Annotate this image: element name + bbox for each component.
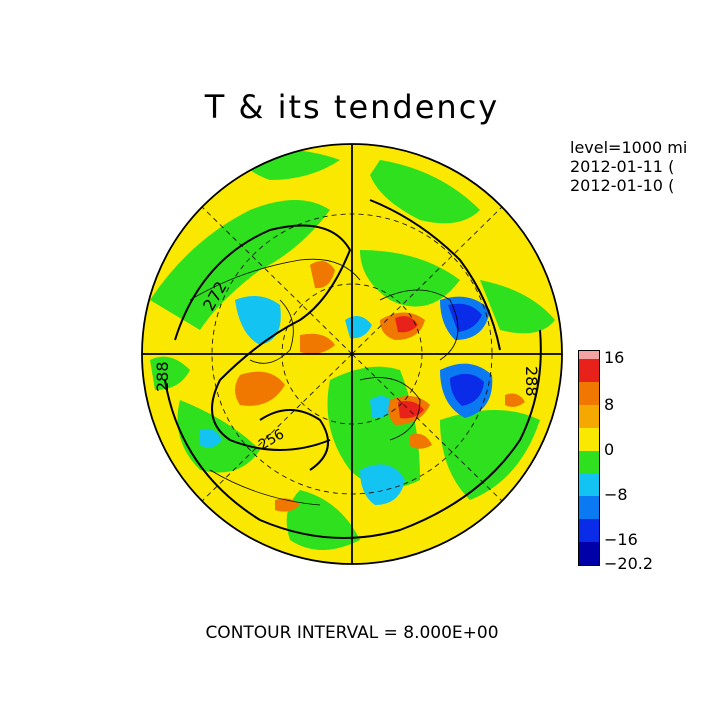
colorbar-segment (579, 450, 599, 474)
colorbar (578, 350, 600, 566)
contour-label: 288 (153, 361, 172, 392)
contour-interval-label: CONTOUR INTERVAL = 8.000E+00 (205, 623, 499, 643)
colorbar-segment (579, 496, 599, 520)
colorbar-segment (579, 427, 599, 451)
colorbar-label: −20.2 (604, 554, 654, 573)
colorbar-segment (579, 473, 599, 497)
time-label-2: 2012-01-10 ( (570, 176, 675, 195)
level-label: level=1000 mi (570, 138, 688, 157)
metadata-block: level=1000 mi 2012-01-11 ( 2012-01-10 ( (570, 138, 687, 195)
chart-title: T & its tendency (204, 88, 500, 126)
colorbar-segment (579, 404, 599, 428)
colorbar-segment (579, 542, 599, 565)
colorbar-segment (579, 359, 599, 382)
time-label-1: 2012-01-11 ( (570, 157, 675, 176)
colorbar-label: −16 (604, 530, 638, 549)
colorbar-label: −8 (604, 485, 628, 504)
colorbar-segment (579, 351, 599, 359)
colorbar-segment (579, 519, 599, 543)
colorbar-label: 8 (604, 395, 615, 414)
colorbar-label: 0 (604, 440, 615, 459)
colorbar-segment (579, 381, 599, 405)
colorbar-label: 16 (604, 348, 625, 367)
contour-label: 288 (522, 366, 541, 397)
